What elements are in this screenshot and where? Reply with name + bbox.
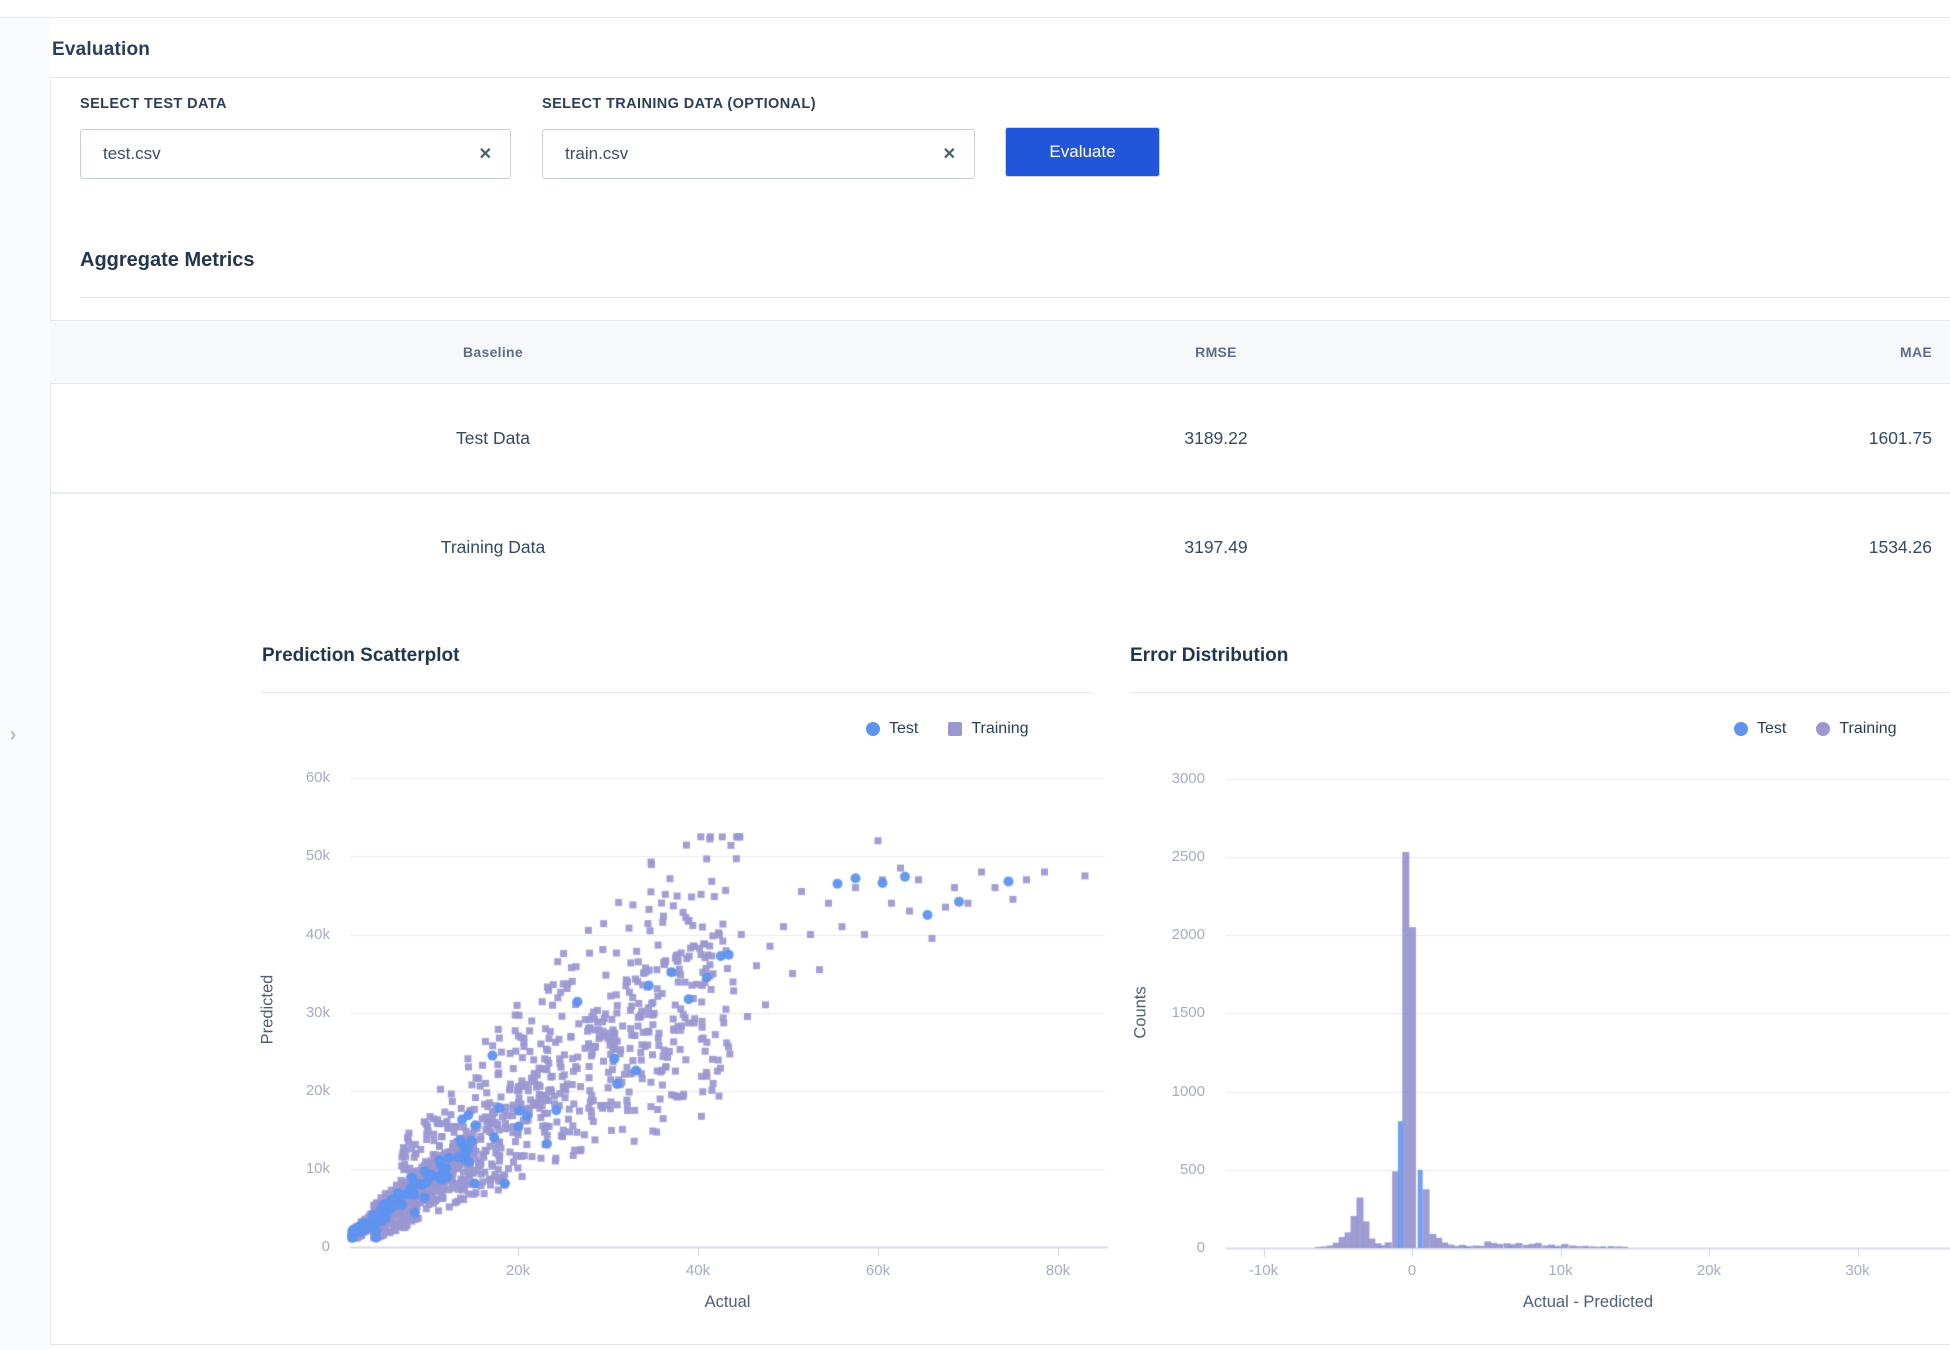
y-tick-label: 10k (305, 1159, 330, 1177)
x-tick-label: 80k (1045, 1262, 1071, 1279)
clear-test-data-icon[interactable]: ✕ (478, 146, 492, 163)
x-tick-label: 0 (1407, 1262, 1417, 1279)
y-tick-label: 3000 (1171, 769, 1205, 787)
scatterplot-title: Prediction Scatterplot (262, 645, 460, 666)
evaluate-button[interactable]: Evaluate (1005, 127, 1160, 177)
column-header-rmse: RMSE (1195, 344, 1237, 360)
legend-item-test[interactable]: Test (1734, 720, 1786, 738)
table-row-test-data: Test Data 3189.22 1601.75 (50, 384, 1950, 492)
error-distribution-divider (1130, 692, 1950, 693)
row-rmse: 3197.49 (1184, 536, 1248, 557)
x-axis-title: Actual (704, 1293, 751, 1311)
row-rmse: 3189.22 (1184, 427, 1248, 448)
legend-item-training[interactable]: Training (948, 720, 1029, 738)
table-row-training-data: Training Data 3197.49 1534.26 (50, 493, 1950, 601)
test-swatch-icon (866, 722, 880, 736)
test-data-value: test.csv (103, 144, 161, 163)
metrics-divider (80, 297, 1950, 298)
clear-training-data-icon[interactable]: ✕ (942, 146, 956, 163)
y-axis-title: Counts (1131, 986, 1150, 1039)
error-distribution-legend: Test Training (1734, 718, 1897, 740)
x-tick-label: 10k (1548, 1262, 1573, 1279)
y-axis-title: Predicted (258, 974, 277, 1045)
x-axis-title: Actual - Predicted (1522, 1293, 1654, 1311)
y-tick-label: 2000 (1171, 926, 1205, 943)
y-tick-label: 500 (1179, 1160, 1205, 1178)
training-swatch-icon (1816, 722, 1831, 736)
y-tick-label: 0 (1196, 1239, 1205, 1256)
test-swatch-icon (1734, 722, 1748, 736)
y-tick-label: 1500 (1171, 1004, 1205, 1022)
training-data-select[interactable]: train.csv ✕ (542, 129, 975, 179)
training-data-label: SELECT TRAINING DATA (OPTIONAL) (542, 96, 816, 112)
metrics-table-header: Baseline RMSE MAE (50, 320, 1950, 384)
column-header-baseline: Baseline (463, 344, 523, 360)
y-tick-label: 40k (305, 925, 330, 943)
legend-item-training[interactable]: Training (1816, 720, 1897, 738)
y-tick-label: 50k (305, 847, 330, 865)
training-data-value: train.csv (565, 144, 629, 163)
x-tick-label: 40k (685, 1262, 711, 1279)
row-divider (50, 492, 1950, 494)
scatterplot-divider (262, 692, 1092, 693)
scatterplot-legend: Test Training (866, 718, 1029, 740)
x-tick-label: 30k (1845, 1262, 1870, 1279)
y-tick-label: 0 (321, 1238, 330, 1255)
error-distribution-title: Error Distribution (1130, 645, 1289, 666)
row-mae: 1534.26 (1868, 536, 1932, 557)
test-data-select[interactable]: test.csv ✕ (80, 129, 511, 179)
y-tick-label: 30k (305, 1003, 330, 1021)
x-tick-label: 20k (505, 1262, 531, 1279)
x-tick-label: 60k (865, 1262, 891, 1279)
column-header-mae: MAE (1899, 344, 1932, 360)
test-data-label: SELECT TEST DATA (80, 96, 227, 112)
row-baseline: Test Data (456, 427, 530, 448)
y-tick-label: 2500 (1171, 847, 1205, 865)
row-mae: 1601.75 (1868, 427, 1932, 448)
x-tick-label: 20k (1696, 1262, 1722, 1279)
training-swatch-icon (948, 722, 963, 736)
y-tick-label: 1000 (1171, 1082, 1205, 1100)
y-tick-label: 60k (305, 769, 330, 787)
x-tick-label: -10k (1248, 1262, 1279, 1279)
legend-item-test[interactable]: Test (866, 720, 918, 738)
y-tick-label: 20k (305, 1081, 330, 1099)
aggregate-metrics-heading: Aggregate Metrics (80, 249, 255, 271)
row-baseline: Training Data (440, 536, 546, 557)
